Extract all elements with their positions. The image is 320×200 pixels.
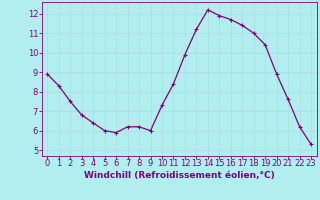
X-axis label: Windchill (Refroidissement éolien,°C): Windchill (Refroidissement éolien,°C) xyxy=(84,171,275,180)
